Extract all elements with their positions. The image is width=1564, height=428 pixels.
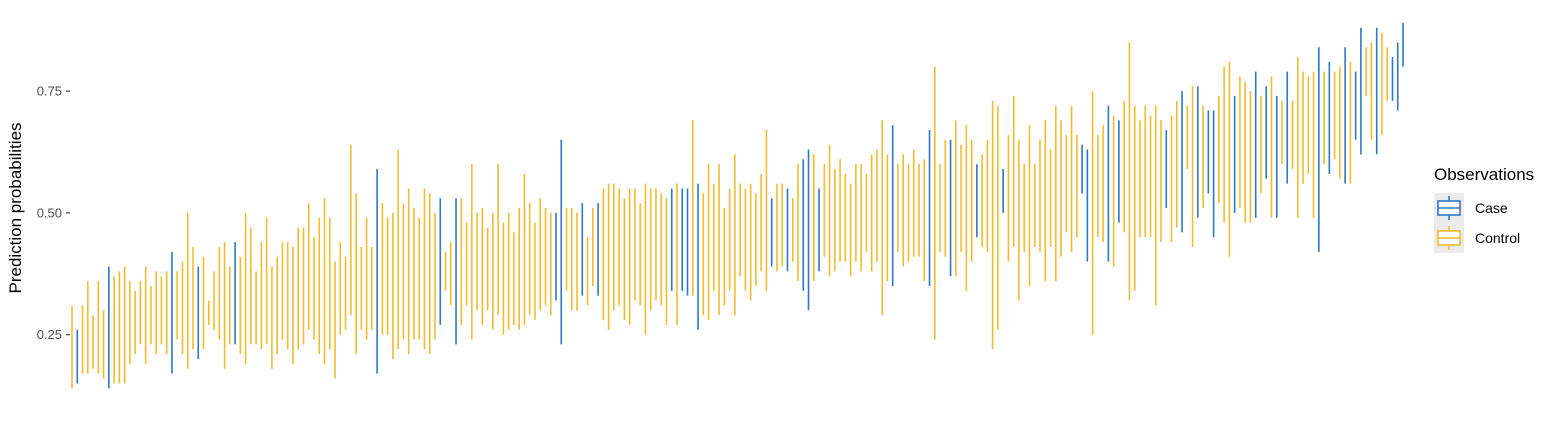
- legend-entry-control: Control: [1434, 223, 1520, 253]
- y-tick-label: 0.25: [37, 327, 62, 342]
- y-tick-label: 0.75: [37, 84, 62, 99]
- legend-label: Case: [1475, 200, 1508, 216]
- legend: Observations Case Control: [1434, 165, 1534, 253]
- y-axis-title: Prediction probabilities: [6, 122, 25, 293]
- legend-entry-case: Case: [1434, 193, 1508, 223]
- interval-marks: [71, 22, 1404, 389]
- y-tick-label: 0.50: [37, 205, 62, 220]
- legend-title: Observations: [1434, 165, 1534, 184]
- y-axis: 0.25 0.50 0.75: [37, 84, 70, 342]
- legend-entries: Case Control: [1434, 193, 1520, 253]
- legend-label: Control: [1475, 230, 1520, 246]
